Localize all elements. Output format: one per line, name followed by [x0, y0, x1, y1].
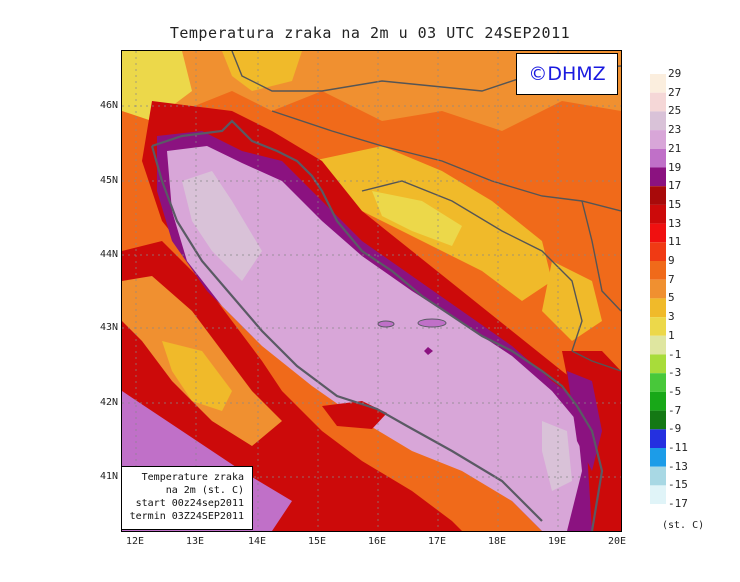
island-korcula	[417, 318, 447, 328]
colorbar-label: 27	[668, 85, 682, 99]
colorbar-swatch	[650, 148, 666, 168]
colorbar-swatch	[650, 354, 666, 374]
colorbar-swatch	[650, 92, 666, 112]
colorbar-swatch	[650, 74, 666, 93]
colorbar-label: 13	[668, 216, 682, 230]
adriatic-sea	[167, 146, 582, 531]
colorbar-label: 9	[668, 254, 675, 267]
lon-tick: 12E	[125, 536, 145, 547]
border-montenegro	[571, 350, 621, 372]
colorbar-label: 29	[668, 67, 682, 80]
colorbar-swatch	[650, 448, 666, 467]
colorbar-swatch	[650, 373, 666, 392]
island-vis	[377, 320, 395, 328]
colorbar-swatch	[650, 279, 666, 299]
colorbar-swatch	[650, 485, 666, 505]
colorbar-label: 15	[668, 197, 682, 211]
lat-tick: 41N	[99, 471, 118, 482]
colorbar-label: -7	[668, 403, 682, 417]
map-area	[121, 50, 622, 532]
colorbar-swatch	[650, 317, 666, 336]
colorbar-label: 25	[668, 104, 682, 118]
colorbar	[650, 74, 666, 514]
colorbar-swatch	[650, 335, 666, 355]
lon-tick: 18E	[487, 536, 507, 547]
colorbar-swatch	[650, 111, 666, 131]
colorbar-label: -15	[668, 478, 688, 492]
colorbar-swatch	[650, 261, 666, 280]
colorbar-label: -9	[668, 422, 682, 436]
map-title: Temperatura zraka na 2m u 03 UTC 24SEP20…	[169, 24, 571, 42]
info-line-2: na 2m (st. C)	[165, 485, 244, 496]
border-bosnia	[361, 180, 583, 352]
lon-tick: 17E	[427, 536, 447, 547]
island-lastovo	[424, 347, 433, 355]
lon-tick: 19E	[547, 536, 567, 547]
lat-tick: 46N	[99, 100, 118, 111]
colorbar-swatch	[650, 298, 666, 318]
border-croatia-north	[271, 110, 621, 212]
lat-tick: 42N	[99, 397, 118, 408]
graticule	[122, 51, 621, 531]
east-yellow	[542, 261, 602, 341]
colorbar-label: -3	[668, 366, 682, 380]
temperature-map	[122, 51, 621, 531]
northwest-yellow	[122, 51, 192, 121]
colorbar-label: -11	[668, 441, 688, 454]
colorbar-label: 7	[668, 272, 675, 286]
colorbar-swatch	[650, 429, 666, 448]
lat-tick: 43N	[99, 322, 118, 333]
info-line-4: termin 03Z24SEP2011	[129, 511, 244, 522]
colorbar-label: -1	[668, 347, 682, 361]
map-info-box: Temperature zraka na 2m (st. C) start 00…	[121, 466, 253, 530]
sea-pale-south	[542, 421, 572, 491]
colorbar-label: 17	[668, 179, 682, 193]
colorbar-swatch	[650, 466, 666, 486]
border-serbia	[581, 200, 621, 312]
italy-yellow	[162, 341, 232, 411]
colorbar-units: (st. C)	[662, 520, 705, 531]
colorbar-swatch	[650, 204, 666, 224]
colorbar-label: 21	[668, 141, 682, 155]
coastline-east	[151, 119, 604, 531]
colorbar-label: -13	[668, 459, 688, 473]
dhmz-watermark: ©DHMZ	[516, 53, 618, 95]
colorbar-label: -17	[668, 497, 688, 511]
colorbar-label: 5	[668, 291, 675, 305]
colorbar-label: 1	[668, 328, 675, 342]
colorbar-swatch	[650, 167, 666, 187]
colorbar-label: -5	[668, 384, 682, 398]
colorbar-swatch	[650, 410, 666, 430]
colorbar-label: 19	[668, 160, 682, 174]
lat-tick: 44N	[99, 249, 118, 260]
colorbar-swatch	[650, 242, 666, 261]
colorbar-label: 11	[668, 235, 682, 249]
colorbar-swatch	[650, 186, 666, 205]
interior-light-yellow	[372, 191, 462, 246]
info-line-1: Temperature zraka	[141, 472, 244, 483]
lon-tick: 15E	[307, 536, 327, 547]
lon-tick: 13E	[185, 536, 205, 547]
coastline-west	[150, 145, 543, 522]
lon-tick: 14E	[247, 536, 267, 547]
sea-pale-patch	[182, 171, 262, 281]
colorbar-swatch	[650, 504, 666, 514]
colorbar-swatch	[650, 223, 666, 243]
lon-tick: 16E	[367, 536, 387, 547]
lon-tick: 20E	[607, 536, 627, 547]
lat-tick: 45N	[99, 175, 118, 186]
colorbar-swatch	[650, 391, 666, 411]
info-line-3: start 00z24sep2011	[135, 498, 244, 509]
colorbar-label: 23	[668, 123, 682, 137]
albania-purple	[567, 371, 602, 471]
colorbar-swatch	[650, 130, 666, 149]
colorbar-label: 3	[668, 310, 675, 324]
north-yellow	[222, 51, 302, 91]
